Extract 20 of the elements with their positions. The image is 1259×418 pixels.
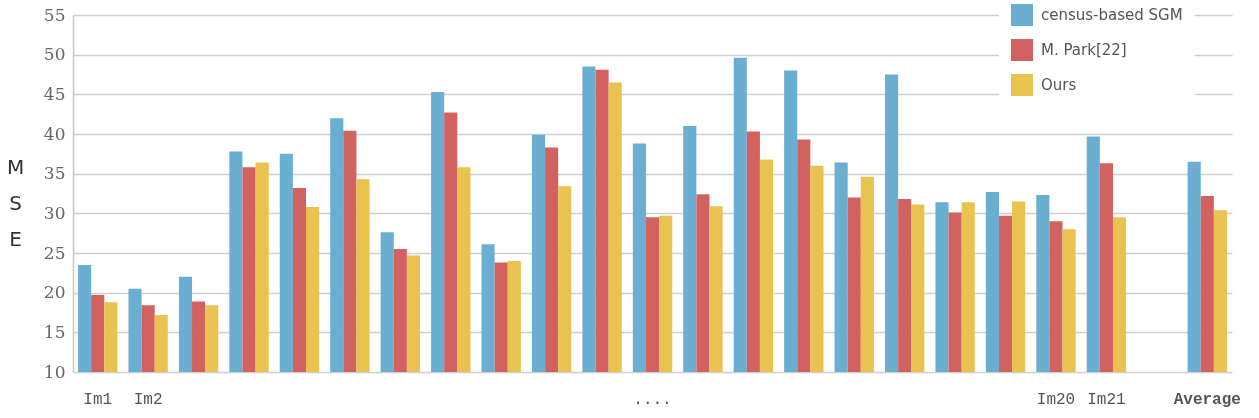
y-tick-label: 20: [43, 282, 66, 303]
y-tick-label: 10: [43, 361, 66, 382]
y-axis-title: MSE: [6, 155, 25, 251]
y-tick-label: 30: [43, 202, 66, 223]
legend-label: Ours: [1041, 76, 1077, 94]
y-tick-label: 25: [43, 242, 66, 263]
legend-label: M. Park[22]: [1041, 41, 1127, 59]
y-tick-label: 50: [43, 44, 66, 65]
x-tick-label: Im2: [133, 390, 163, 409]
x-tick-label: ....: [633, 390, 672, 409]
y-tick-label: 35: [43, 163, 66, 184]
x-tick-label: Im21: [1087, 390, 1126, 409]
x-tick-label: Im20: [1036, 390, 1076, 409]
x-tick-label: Average: [1173, 390, 1241, 409]
y-tick-label: 45: [43, 83, 66, 104]
y-tick-label: 55: [43, 4, 66, 25]
x-tick-label: Im1: [83, 390, 113, 409]
y-tick-label: 40: [43, 123, 66, 144]
legend-label: census-based SGM: [1041, 6, 1183, 24]
y-tick-label: 15: [43, 321, 66, 342]
